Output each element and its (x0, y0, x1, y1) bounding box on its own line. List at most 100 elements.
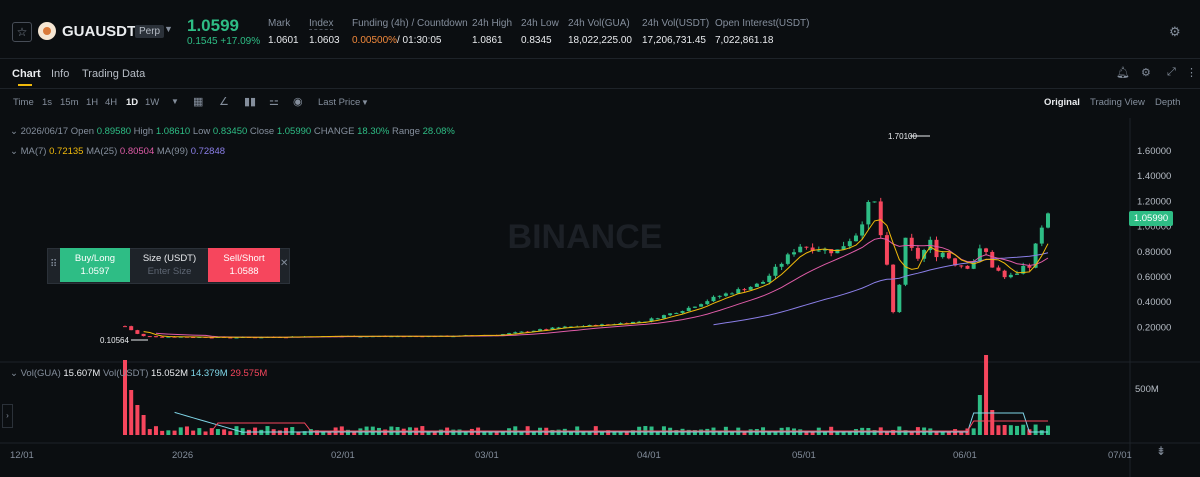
drag-handle-icon[interactable]: ⠿ (50, 259, 58, 270)
coin-logo-icon (38, 22, 56, 40)
candle-body (1008, 274, 1013, 278)
candle-body (692, 306, 697, 308)
interval-1s[interactable]: 1s (42, 97, 53, 108)
candle-body (680, 311, 685, 313)
y-tick-label: 0.80000 (1137, 247, 1171, 258)
candle-body (587, 325, 592, 327)
volume-bar (135, 405, 140, 435)
volume-bar (946, 431, 951, 435)
ma-collapse-icon[interactable]: ⌄ (10, 146, 18, 157)
size-input[interactable]: Size (USDT) Enter Size (131, 248, 208, 282)
volume-bar (277, 430, 282, 435)
symbol-name[interactable]: GUAUSDT (62, 23, 137, 40)
scroll-to-end-icon[interactable]: ⇟ (1156, 444, 1167, 458)
interval-1w[interactable]: 1W (145, 97, 160, 108)
price-type-dropdown-icon[interactable]: ▼ (361, 98, 369, 107)
candle-body (730, 293, 735, 295)
vol-collapse-icon[interactable]: ⌄ (10, 368, 18, 379)
candle-type-icon[interactable]: ▮▮ (244, 96, 257, 108)
size-label: Size (USDT) (142, 253, 197, 264)
candle-body (847, 241, 852, 247)
alert-bell-icon[interactable]: 🔔︎ (1116, 67, 1130, 79)
tab-info[interactable]: Info (51, 68, 70, 80)
buy-label: Buy/Long (74, 253, 116, 264)
tab-chart[interactable]: Chart (12, 68, 41, 80)
volume-bar (692, 430, 697, 435)
interval-15m[interactable]: 15m (60, 97, 79, 108)
x-tick: 04/01 (637, 450, 661, 461)
candle-body (637, 321, 642, 323)
settings-icon[interactable]: ⚙ (1141, 67, 1151, 79)
interval-1d[interactable]: 1D (126, 97, 139, 108)
price-chart[interactable]: BINANCE 1.60000 1.40000 1.20000 1.00000 0.80… (0, 118, 1200, 477)
ohlc-close: 1.05990 (276, 126, 312, 137)
candle-body (742, 289, 747, 291)
volume-bar (909, 430, 914, 435)
candle-body (135, 330, 140, 334)
view-depth[interactable]: Depth (1155, 97, 1181, 108)
volume-bar (494, 431, 499, 435)
collapse-icon[interactable]: ⌄ (10, 126, 18, 137)
expand-icon[interactable]: ⤢ (1167, 66, 1176, 78)
x-tick: 2026 (172, 450, 194, 461)
tab-trading-data[interactable]: Trading Data (82, 68, 146, 80)
sell-short-button[interactable]: Sell/Short 1.0588 (208, 248, 280, 282)
candle-body (1027, 265, 1032, 268)
stat-value-24h-high: 1.0861 (472, 35, 503, 46)
volume-bar (767, 431, 772, 435)
candle-body (829, 249, 834, 254)
stat-value-24h-low: 0.8345 (521, 35, 552, 46)
chart-tabs (0, 58, 1200, 89)
interval-dropdown-icon[interactable]: ▼ (171, 97, 179, 106)
ma25-value: 0.80504 (119, 146, 155, 157)
volume-bar (1033, 424, 1038, 435)
candle-body (1002, 270, 1007, 278)
volume-bar (742, 431, 747, 435)
volume-bar (296, 431, 301, 435)
candle-body (538, 329, 543, 331)
volume-bar (655, 431, 660, 435)
indicator-icon[interactable]: ⚍ (269, 96, 279, 108)
volume-bar (215, 429, 220, 435)
candle-body (860, 224, 865, 236)
symbol-dropdown-icon[interactable]: ▼ (164, 24, 173, 34)
vol-gua-value: 15.607M (63, 368, 101, 379)
stat-label-funding: Funding (4h) / Countdown (352, 18, 468, 29)
ohlc-high: 1.08610 (155, 126, 191, 137)
volume-bar (1039, 430, 1044, 435)
candle-body (259, 337, 264, 339)
line-chart-icon[interactable]: ∠ (219, 96, 229, 108)
volume-bar (141, 415, 146, 435)
volume-bar (265, 426, 270, 435)
interval-time[interactable]: Time (13, 97, 34, 108)
side-collapse-handle[interactable]: › (2, 404, 13, 428)
interval-1h[interactable]: 1H (86, 97, 99, 108)
price-type-select[interactable]: Last Price (318, 97, 361, 108)
candle-body (878, 201, 883, 236)
buy-long-button[interactable]: Buy/Long 1.0597 (60, 248, 130, 282)
volume-bar (822, 431, 827, 435)
compare-icon[interactable]: ◉ (293, 96, 303, 108)
volume-bar (847, 431, 852, 435)
ohlc-open: 0.89580 (96, 126, 132, 137)
volume-info: ⌄ Vol(GUA) 15.607M Vol(USDT) 15.052M 14.… (10, 368, 267, 379)
view-original[interactable]: Original (1044, 97, 1080, 108)
volume-bar (203, 431, 208, 435)
vol-ma-a: 14.379M (190, 368, 228, 379)
interval-4h[interactable]: 4H (105, 97, 118, 108)
candle-body (649, 318, 654, 322)
favorite-star-icon[interactable]: ☆ (12, 22, 32, 42)
more-icon[interactable]: ⋮ (1186, 67, 1197, 79)
candle-body (891, 264, 896, 313)
settings-gear-icon[interactable]: ⚙ (1169, 24, 1181, 39)
candle-body (884, 235, 889, 265)
volume-bar (253, 427, 258, 435)
view-trading-view[interactable]: Trading View (1090, 97, 1145, 108)
ma99-line (713, 252, 1049, 326)
calendar-icon[interactable]: ▦ (193, 96, 204, 108)
volume-bar (717, 430, 722, 435)
stat-label-index[interactable]: Index (309, 18, 334, 30)
close-icon[interactable]: ✕ (280, 258, 289, 269)
candle-body (909, 237, 914, 248)
candle-body (785, 254, 790, 264)
